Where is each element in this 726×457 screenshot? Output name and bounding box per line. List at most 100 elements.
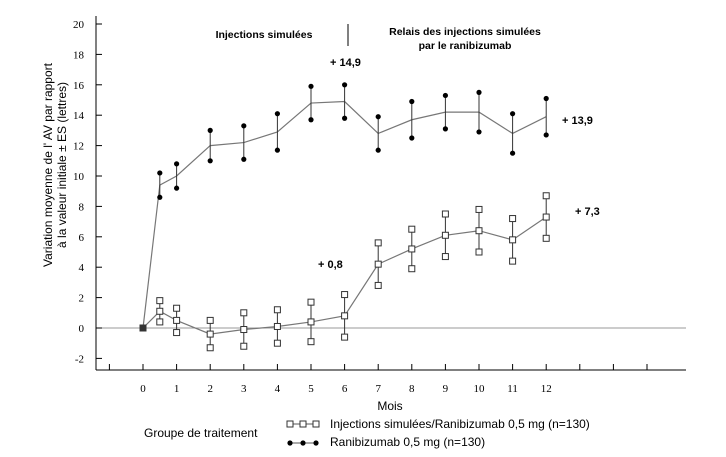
x-tick-label: 5 xyxy=(308,383,314,395)
x-tick-label: 3 xyxy=(241,383,247,395)
point-marker-square xyxy=(173,329,181,337)
point-marker-circle xyxy=(274,147,280,153)
x-tick-label: 12 xyxy=(541,383,552,395)
point-marker-circle xyxy=(476,129,482,135)
point-marker-square xyxy=(240,342,248,350)
y-tick-label: 4 xyxy=(79,262,85,274)
point-marker-circle xyxy=(157,194,163,200)
x-tick-label: 10 xyxy=(474,383,486,395)
point-marker-square xyxy=(156,297,164,305)
point-marker-square xyxy=(408,225,416,233)
point-marker-circle xyxy=(509,150,516,156)
point-marker-square xyxy=(542,213,550,221)
x-tick-label: 1 xyxy=(174,383,180,395)
point-marker-square xyxy=(542,234,550,242)
point-marker-square xyxy=(307,338,315,346)
point-marker-circle xyxy=(442,126,448,132)
point-marker-square xyxy=(286,420,294,428)
series-1 xyxy=(139,192,550,352)
point-marker-square xyxy=(374,260,382,268)
point-marker-circle xyxy=(342,82,348,88)
y-tick-label: -2 xyxy=(75,353,84,365)
point-marker-square xyxy=(299,420,307,428)
legend-swatch-series-2 xyxy=(287,440,319,446)
point-marker-circle xyxy=(543,132,549,138)
point-marker-square xyxy=(509,257,517,265)
point-marker-circle xyxy=(308,83,314,89)
legend-title: Groupe de traitement xyxy=(144,426,258,440)
point-marker-circle xyxy=(509,111,516,117)
point-marker-square xyxy=(441,253,449,261)
point-marker-square xyxy=(240,309,248,317)
point-marker-square xyxy=(156,318,164,326)
y-tick-label: 2 xyxy=(79,293,85,305)
legend-label-series-1: Injections simulées/Ranibizumab 0,5 mg (… xyxy=(330,417,590,431)
series-2 xyxy=(139,82,549,332)
point-marker-circle xyxy=(308,117,314,123)
point-marker-square xyxy=(240,326,248,334)
annotation-0-8: + 0,8 xyxy=(318,259,343,271)
x-tick-label: 8 xyxy=(409,383,415,395)
point-marker-circle xyxy=(442,92,448,99)
y-tick-label: 14 xyxy=(73,110,85,122)
point-marker-square xyxy=(408,245,416,253)
point-marker-square xyxy=(509,215,517,223)
annotation-7-3: + 7,3 xyxy=(575,206,600,218)
point-marker-circle xyxy=(375,114,381,120)
point-marker-square xyxy=(307,318,315,326)
point-marker-square xyxy=(341,312,349,320)
point-marker-circle xyxy=(207,158,213,164)
y-axis-label-line2: à la valeur initiale ± ES (lettres) xyxy=(55,82,69,248)
point-marker-square xyxy=(273,306,281,314)
y-tick-label: 18 xyxy=(73,49,85,61)
point-marker-square xyxy=(173,316,181,324)
point-marker-circle xyxy=(409,98,415,105)
x-tick-label: 7 xyxy=(375,383,381,395)
point-marker-square xyxy=(307,298,315,306)
point-marker-circle xyxy=(241,123,247,129)
y-tick-label: 12 xyxy=(73,141,84,153)
point-marker-square xyxy=(156,307,164,315)
series-line xyxy=(142,216,547,335)
x-tick-label: 0 xyxy=(140,383,146,395)
legend-label-series-2: Ranibizumab 0,5 mg (n=130) xyxy=(330,435,485,449)
y-tick-label: 0 xyxy=(79,323,85,335)
point-marker-circle xyxy=(375,147,381,153)
axes xyxy=(95,16,686,371)
x-tick-label: 4 xyxy=(275,383,281,395)
point-marker-square xyxy=(374,281,382,289)
point-marker-circle xyxy=(287,440,293,446)
x-tick-label: 6 xyxy=(342,383,348,395)
annotation-13-9: + 13,9 xyxy=(562,115,593,127)
point-marker-square xyxy=(206,330,214,338)
y-tick-label: 20 xyxy=(73,19,85,31)
point-marker-square xyxy=(206,316,214,324)
point-marker-square xyxy=(206,344,214,352)
y-tick-label: 6 xyxy=(79,232,85,244)
point-marker-square xyxy=(441,231,449,239)
legend: Groupe de traitement Injections simulées… xyxy=(144,417,590,449)
point-marker-square xyxy=(173,304,181,312)
point-marker-circle xyxy=(476,89,482,95)
y-tick-label: 10 xyxy=(73,171,85,183)
point-marker-circle xyxy=(207,127,213,133)
point-marker-circle xyxy=(300,440,306,446)
annotation-14-9: + 14,9 xyxy=(330,57,361,69)
point-marker-square xyxy=(341,333,349,341)
x-axis-label: Mois xyxy=(377,399,402,413)
phase-label-right-line1: Relais des injections simulées xyxy=(389,26,541,38)
point-marker-circle xyxy=(313,440,319,446)
point-marker-square xyxy=(408,265,416,273)
x-tick-label: 11 xyxy=(507,383,518,395)
point-marker-circle xyxy=(274,111,280,117)
series-line xyxy=(142,100,547,329)
point-marker-circle xyxy=(174,161,180,167)
phase-label-right-line2: par le ranibizumab xyxy=(419,40,512,52)
point-marker-square xyxy=(273,322,281,330)
point-marker-circle xyxy=(241,156,247,162)
point-marker-circle xyxy=(174,185,180,191)
y-axis-label-line1: Variation moyenne de l' AV par rapport xyxy=(41,62,55,267)
legend-swatches xyxy=(286,420,320,446)
